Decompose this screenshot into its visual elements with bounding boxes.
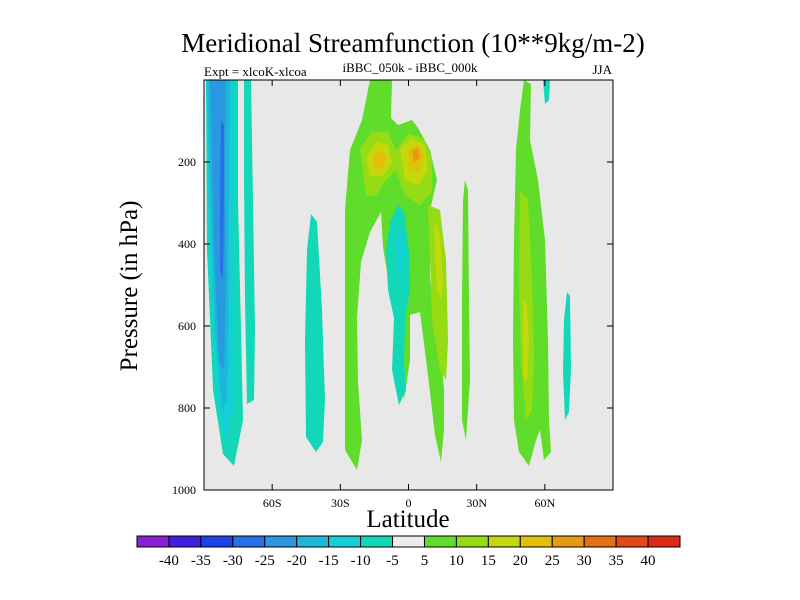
colorbar-label: 40 <box>641 553 656 569</box>
colorbar-label: 5 <box>421 553 429 569</box>
contour-positive-complex-25 <box>412 148 420 162</box>
x-axis: 60S 30S 0 30N 60N <box>263 80 555 510</box>
contour-positive-column-50N-15 <box>523 300 529 380</box>
y-tick-label: 1000 <box>172 483 196 497</box>
colorbar-label: -35 <box>191 553 211 569</box>
colorbar-label: -15 <box>319 553 339 569</box>
contour-equatorial-negative-lens-10 <box>396 225 404 280</box>
colorbar-swatch <box>487 535 521 548</box>
y-axis: 200 400 600 800 1000 <box>172 155 613 497</box>
x-axis-label: Latitude <box>366 506 449 533</box>
contour-positive-complex-20 <box>372 150 387 170</box>
colorbar-swatch <box>615 535 649 548</box>
contour-negative-strip-72S <box>244 80 255 404</box>
x-tick-label: 60N <box>534 496 555 510</box>
colorbar-swatch <box>136 535 170 548</box>
y-tick-label: 600 <box>178 319 196 333</box>
colorbar-swatch <box>551 535 585 548</box>
colorbar-swatch <box>168 535 202 548</box>
colorbar-label: 15 <box>481 553 496 569</box>
colorbar-swatch <box>583 535 617 548</box>
x-tick-label: 30S <box>331 496 350 510</box>
colorbar: -40 -35 -30 -25 -20 -15 -10 -5 5 10 15 20 25 30 35 40 <box>136 535 681 569</box>
colorbar-swatch <box>264 535 298 548</box>
y-tick-label: 800 <box>178 401 196 415</box>
colorbar-swatch <box>360 535 394 548</box>
x-tick-label: 30N <box>466 496 487 510</box>
colorbar-swatch <box>232 535 266 548</box>
colorbar-swatch <box>519 535 553 548</box>
chart-title: Meridional Streamfunction (10**9kg/m-2) <box>181 28 644 58</box>
y-tick-label: 400 <box>178 237 196 251</box>
colorbar-label: -30 <box>223 553 243 569</box>
colorbar-swatch <box>392 535 425 548</box>
colorbar-swatch <box>455 535 489 548</box>
y-axis-label: Pressure (in hPa) <box>116 201 143 372</box>
chart-subtitle-left: Expt = xlcoK-xlcoa <box>204 64 307 79</box>
x-tick-label: 0 <box>406 496 412 510</box>
contour-negative-strip-40S <box>305 214 325 452</box>
contour-negative-strip-72N <box>563 292 571 420</box>
contour-northern-subtropical-20 <box>434 220 443 300</box>
contour-equatorial-negative-lens-5 <box>386 205 410 405</box>
colorbar-swatch <box>296 535 330 548</box>
colorbar-swatch <box>423 535 457 548</box>
colorbar-label: -20 <box>287 553 307 569</box>
colorbar-label: 20 <box>513 553 528 569</box>
colorbar-label: -25 <box>255 553 275 569</box>
colorbar-label: 10 <box>449 553 464 569</box>
colorbar-swatch <box>328 535 362 548</box>
colorbar-swatch <box>200 535 234 548</box>
colorbar-label: -10 <box>351 553 371 569</box>
contour-southern-polar-negative-25 <box>220 120 224 280</box>
x-tick-label: 60S <box>263 496 282 510</box>
contour-field <box>206 80 571 470</box>
colorbar-label: -5 <box>386 553 399 569</box>
y-tick-label: 200 <box>178 155 196 169</box>
colorbar-swatch <box>647 535 681 548</box>
contour-positive-strip-35N <box>462 180 470 440</box>
colorbar-label: 35 <box>609 553 624 569</box>
chart-subtitle-center: iBBC_050k - iBBC_000k <box>342 60 478 75</box>
chart-subtitle-right: JJA <box>592 62 612 77</box>
colorbar-label: 30 <box>577 553 592 569</box>
colorbar-label: -40 <box>159 553 179 569</box>
colorbar-label: 25 <box>545 553 560 569</box>
